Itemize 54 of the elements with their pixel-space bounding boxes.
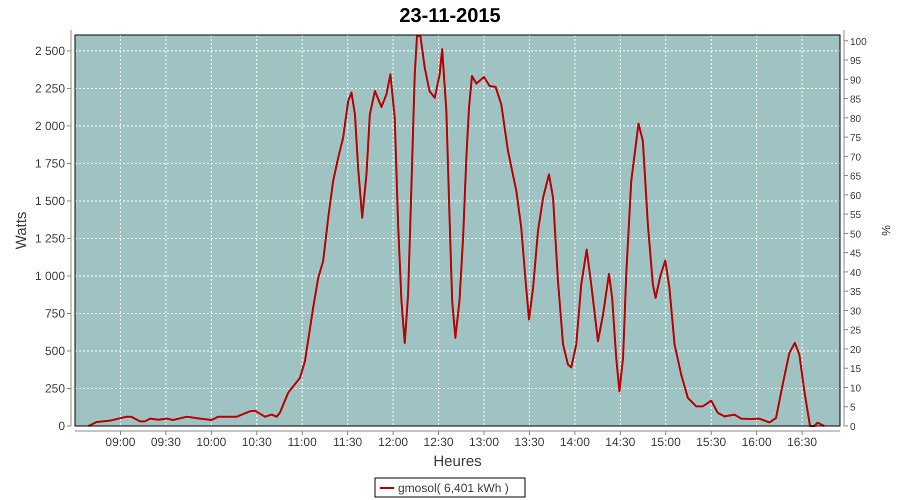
y2-tick-label: 20 [850,344,862,356]
y2-tick-label: 100 [850,36,868,48]
y2-tick-label: 90 [850,75,862,86]
y-tick-label: 250 [44,381,66,396]
y2-tick-label: 80 [850,114,862,125]
y2-tick-label: 95 [850,56,862,68]
y2-tick-label: 75 [850,133,862,144]
x-tick-label: 16:00 [742,435,772,449]
y-tick-label: 0 [58,419,66,433]
y2-tick-label: 25 [850,326,862,337]
y2-tick-label: 10 [850,383,862,394]
x-tick-label: 15:00 [650,435,682,449]
y2-tick-label: 15 [850,364,862,376]
x-tick-label: 13:00 [468,435,500,449]
y-tick-label: 1 750 [34,156,66,170]
y2-tick-label: 0 [850,422,856,433]
y2-tick-label: 50 [850,229,862,240]
y2-tick-label: 85 [850,94,862,106]
x-tick-label: 12:30 [424,435,454,449]
y2-tick-label: 70 [850,152,862,164]
x-tick-label: 10:30 [242,435,272,449]
y2-axis-title: % [879,225,893,236]
x-tick-label: 14:00 [560,435,590,449]
y2-tick-label: 65 [850,172,862,183]
line-series [87,34,826,427]
y2-tick-label: 45 [850,248,862,260]
x-tick-label: 11:00 [288,435,318,449]
y2-tick-label: 35 [850,287,862,298]
y2-tick-label: 5 [850,402,856,414]
x-tick-label: 15:30 [696,435,727,449]
y2-tick-label: 30 [850,306,862,318]
x-tick-label: 16:30 [787,435,818,449]
y2-tick-label: 55 [850,210,862,222]
y-tick-label: 1 250 [34,231,66,246]
x-tick-label: 12:00 [378,435,408,449]
y2-tick-label: 40 [850,268,862,279]
y-tick-label: 500 [44,344,66,358]
y-axis-title: Watts [13,212,30,250]
y-tick-label: 1 000 [34,268,66,283]
y-tick-label: 2 000 [34,118,66,133]
y-tick-label: 1 500 [34,194,66,208]
x-tick-label: 10:00 [196,435,227,449]
legend-label: gmosol( 6,401 kWh ) [398,481,509,495]
x-tick-label: 11:30 [333,435,363,449]
x-tick-label: 14:30 [605,435,636,449]
chart-title: 23-11-2015 [399,5,501,27]
y2-tick-label: 60 [850,190,862,202]
x-tick-label: 09:00 [105,435,136,449]
x-tick-label: 09:30 [150,435,182,449]
y-tick-label: 750 [44,306,66,320]
x-tick-label: 13:30 [514,435,545,449]
x-axis-title: Heures [433,453,482,470]
y-tick-label: 2 500 [34,44,66,58]
y-tick-label: 2 250 [34,81,66,96]
